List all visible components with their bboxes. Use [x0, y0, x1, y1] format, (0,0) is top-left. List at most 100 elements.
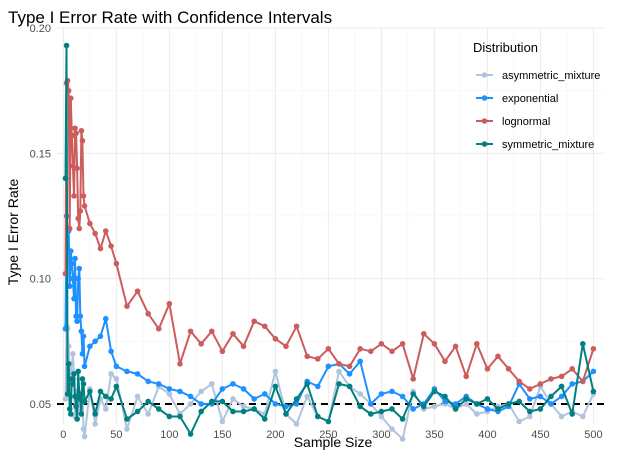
- data-point: [81, 433, 88, 440]
- data-point: [76, 225, 83, 232]
- data-point: [79, 376, 86, 382]
- data-point: [219, 348, 226, 355]
- data-point: [579, 413, 586, 420]
- data-point: [452, 343, 459, 350]
- data-point: [166, 300, 173, 307]
- data-point: [569, 366, 575, 372]
- data-point: [108, 243, 114, 249]
- data-point: [81, 363, 88, 370]
- data-point: [198, 388, 204, 395]
- data-point: [463, 396, 469, 402]
- data-point: [66, 225, 73, 232]
- data-point: [113, 260, 120, 267]
- data-point: [346, 371, 353, 377]
- y-axis-ticks: 0.05 0.10 0.15 0.20: [30, 23, 51, 411]
- data-point: [66, 283, 73, 289]
- data-point: [410, 376, 416, 382]
- data-point: [97, 333, 104, 340]
- data-point: [97, 388, 104, 395]
- data-point: [304, 381, 310, 387]
- data-point: [78, 411, 85, 417]
- data-point: [92, 338, 98, 345]
- data-point: [219, 418, 226, 425]
- data-point: [102, 393, 109, 400]
- data-point: [357, 403, 363, 410]
- data-point: [473, 340, 480, 347]
- y-tick-label: 0.10: [30, 274, 51, 286]
- legend-key-point: [481, 72, 488, 78]
- data-point: [76, 391, 83, 397]
- data-point: [74, 165, 80, 172]
- data-point: [145, 310, 151, 317]
- data-point: [87, 343, 93, 350]
- data-point: [293, 396, 300, 402]
- data-point: [569, 381, 575, 387]
- data-point: [558, 373, 565, 380]
- data-point: [76, 265, 83, 272]
- data-point: [74, 416, 80, 422]
- data-point: [346, 363, 353, 370]
- data-point: [410, 391, 416, 397]
- data-point: [304, 393, 310, 400]
- data-point: [484, 366, 491, 372]
- data-point: [208, 381, 215, 387]
- x-tick-label: 500: [584, 429, 602, 441]
- data-point: [251, 396, 257, 402]
- data-point: [62, 396, 69, 402]
- legend-title: Distribution: [473, 40, 538, 55]
- data-point: [124, 368, 130, 375]
- data-point: [473, 401, 480, 407]
- data-point: [325, 346, 332, 352]
- data-point: [92, 230, 98, 237]
- data-point: [92, 411, 98, 417]
- data-point: [389, 388, 395, 395]
- data-point: [590, 388, 597, 395]
- series-line: [64, 79, 595, 390]
- x-tick-label: 50: [110, 429, 122, 441]
- data-point: [134, 288, 141, 294]
- data-point: [420, 330, 427, 337]
- data-point: [67, 95, 74, 101]
- data-point: [357, 391, 363, 397]
- data-point: [516, 378, 522, 385]
- data-point: [314, 383, 321, 390]
- legend-entry: symmetric_mixture: [476, 139, 594, 151]
- data-point: [399, 436, 406, 442]
- data-point: [134, 371, 141, 377]
- data-point: [579, 340, 586, 347]
- data-point: [72, 393, 78, 400]
- data-point: [65, 361, 72, 367]
- data-point: [77, 396, 84, 402]
- data-point: [166, 386, 173, 392]
- data-point: [548, 393, 554, 400]
- legend-entry: asymmetric_mixture: [476, 70, 600, 82]
- data-point: [219, 386, 226, 392]
- legend-label: asymmetric_mixture: [502, 70, 600, 82]
- data-point: [208, 328, 215, 335]
- data-point: [124, 303, 130, 310]
- data-point: [75, 215, 82, 222]
- data-point: [378, 391, 385, 397]
- data-point: [145, 411, 151, 417]
- data-point: [177, 388, 183, 395]
- data-point: [357, 346, 363, 352]
- data-point: [314, 356, 321, 362]
- data-point: [108, 371, 114, 377]
- data-point: [378, 340, 385, 347]
- data-point: [420, 403, 427, 410]
- data-point: [272, 401, 279, 407]
- data-point: [558, 413, 565, 420]
- series-symmetric_mixture: [62, 42, 597, 437]
- data-point: [484, 396, 491, 402]
- chart-title: Type I Error Rate with Confidence Interv…: [8, 8, 332, 27]
- x-tick-label: 150: [213, 429, 231, 441]
- data-point: [63, 42, 70, 49]
- data-point: [230, 381, 236, 387]
- x-tick-label: 300: [372, 429, 390, 441]
- data-point: [81, 398, 88, 405]
- data-point: [73, 313, 79, 320]
- data-point: [240, 386, 247, 392]
- data-point: [72, 255, 78, 262]
- data-point: [251, 406, 257, 412]
- data-point: [78, 127, 85, 134]
